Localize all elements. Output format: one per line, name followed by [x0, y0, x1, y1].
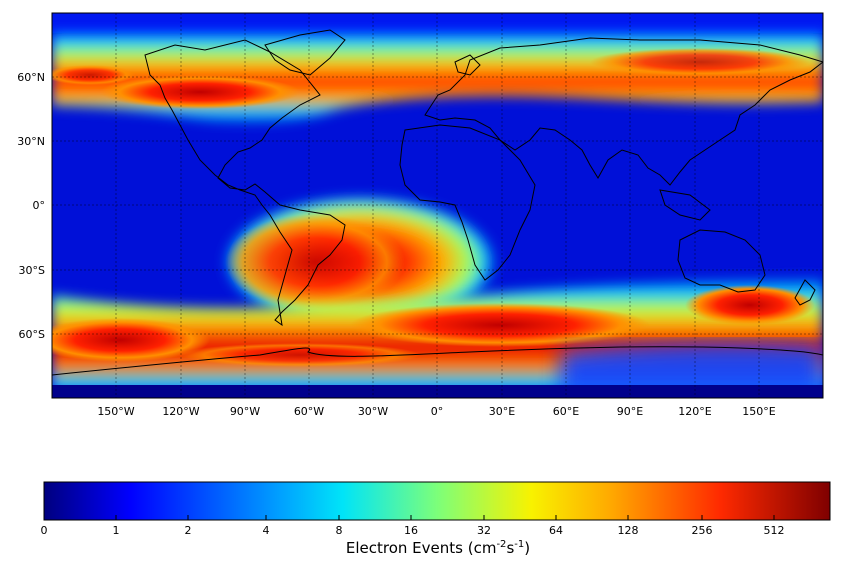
colorbar-tick-label: 256	[692, 524, 713, 537]
colorbar-tick-label: 32	[477, 524, 491, 537]
colorbar-label: Electron Events (cm-2s-1)	[0, 539, 848, 557]
coastlines	[52, 29, 823, 376]
latitude-labels: 60°N 30°N 0° 30°S 60°S	[17, 71, 45, 341]
colorbar-tick-label: 0	[41, 524, 48, 537]
lon-tick-label: 90°W	[230, 405, 260, 418]
colorbar-label-end: )	[524, 539, 531, 557]
colorbar-tick-label: 16	[404, 524, 418, 537]
lon-tick-label: 150°W	[97, 405, 134, 418]
colorbar-tick-label: 512	[764, 524, 785, 537]
lon-tick-label: 60°W	[294, 405, 324, 418]
lat-tick-label: 0°	[33, 199, 46, 212]
lon-tick-label: 30°E	[489, 405, 515, 418]
colorbar-label-exponent: -1	[514, 539, 525, 550]
colorbar-label-exponent: -2	[496, 539, 507, 550]
graticule	[52, 13, 823, 398]
colorbar-gradient	[43, 481, 831, 521]
lon-tick-label: 150°E	[742, 405, 775, 418]
colorbar-tick-label: 8	[336, 524, 343, 537]
colorbar-tick-label: 4	[263, 524, 270, 537]
lon-tick-label: 30°W	[358, 405, 388, 418]
colorbar-label-main: Electron Events (cm	[345, 539, 497, 557]
colorbar-ticks	[43, 515, 775, 520]
colorbar: 0 1 2 4 8 16 32 64 128 256 512	[41, 481, 831, 537]
lon-tick-label: 90°E	[617, 405, 643, 418]
lat-tick-label: 30°N	[17, 135, 45, 148]
map-frame	[51, 12, 824, 399]
lon-tick-label: 60°E	[553, 405, 579, 418]
lat-tick-label: 60°N	[17, 71, 45, 84]
lon-tick-label: 120°E	[678, 405, 711, 418]
lon-tick-label: 0°	[431, 405, 444, 418]
lat-tick-label: 60°S	[19, 328, 45, 341]
colorbar-label-unit: s	[506, 539, 515, 557]
colorbar-tick-label: 2	[185, 524, 192, 537]
colorbar-tick-label: 1	[113, 524, 120, 537]
colorbar-tick-label: 128	[618, 524, 639, 537]
longitude-labels: 150°W 120°W 90°W 60°W 30°W 0° 30°E 60°E …	[97, 405, 775, 418]
lon-tick-label: 120°W	[162, 405, 199, 418]
colorbar-tick-label: 64	[549, 524, 563, 537]
lat-tick-label: 30°S	[19, 264, 45, 277]
